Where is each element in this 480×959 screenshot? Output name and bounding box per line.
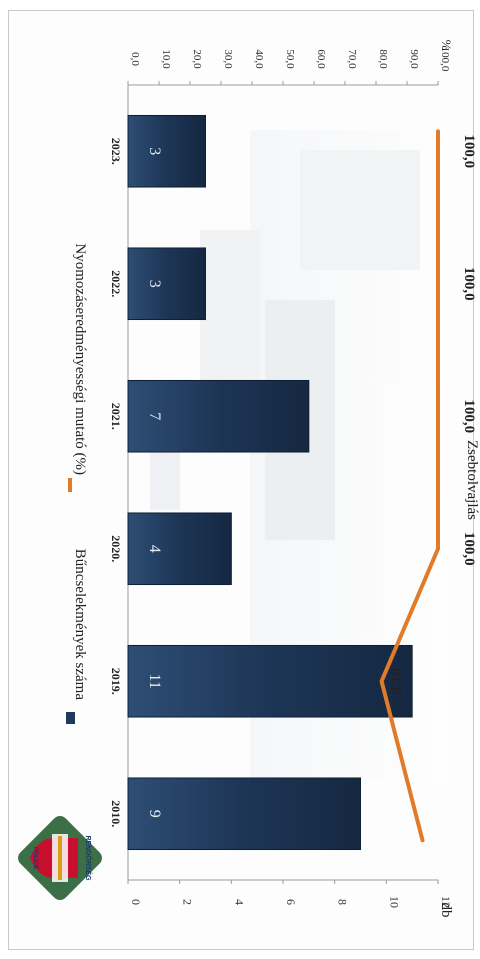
bar-value-label: 3 (146, 147, 163, 155)
right-axis-tick-label: 90,0 (408, 49, 420, 69)
bar-value-label: 7 (146, 412, 163, 420)
line-value-label: 100,0 (461, 134, 477, 168)
legend-label-bars: Bűncselekmények száma (72, 549, 88, 701)
right-axis-tick-label: 60,0 (315, 49, 327, 69)
right-axis-tick-label: 20,0 (191, 49, 203, 69)
bar (127, 777, 361, 851)
legend-label-line: Nyomozáseredményességi mutató (%) (72, 243, 88, 475)
legend-swatch-bars (66, 712, 75, 724)
bar (127, 644, 413, 718)
left-axis-tick-label: 0 (129, 899, 143, 905)
bars: 9 11 4 7 3 3 (127, 114, 413, 851)
bar-value-label: 9 (146, 810, 163, 818)
right-axis-tick-label: 40,0 (253, 49, 265, 69)
right-axis-tick-label: 0,0 (129, 52, 141, 66)
category-label: 2021. (109, 403, 123, 430)
right-axis-tick-label: 70,0 (346, 49, 358, 69)
left-axis-label: db (438, 903, 454, 918)
right-axis-tick-label: 30,0 (222, 49, 234, 69)
category-label: 2023. (109, 138, 123, 165)
legend: Bűncselekmények száma Nyomozáseredményes… (66, 243, 88, 724)
police-logo: RENDŐRSÉG POLICE (18, 816, 102, 900)
right-axis-tick-label: 100,0 (439, 47, 451, 72)
logo-bottom-text: POLICE (32, 847, 38, 869)
left-axis-tick-label: 10 (387, 896, 401, 908)
line-value-label: 100,0 (461, 399, 477, 433)
right-axis-tick-label: 10,0 (160, 49, 172, 69)
bar (127, 379, 310, 453)
left-axis-tick-label: 8 (336, 899, 350, 905)
bar (127, 247, 206, 321)
bar-value-label: 4 (146, 545, 163, 553)
category-label: 2019. (109, 668, 123, 695)
line-value-label: 100,0 (461, 267, 477, 301)
line-series (379, 129, 440, 843)
line-value-label: 100,0 (461, 532, 477, 566)
line-value-label: 81,8 (388, 668, 404, 694)
category-label: 2020. (109, 535, 123, 562)
right-axis-tick-label: 80,0 (377, 49, 389, 69)
logo-top-text: RENDŐRSÉG (84, 835, 93, 881)
category-label: 2022. (109, 270, 123, 297)
category-label: 2010. (109, 800, 123, 827)
chart-title: Zsebtolvajlás (464, 440, 480, 520)
line-path (379, 129, 440, 843)
left-axis-tick-label: 12 (439, 896, 453, 908)
left-axis-tick-label: 6 (284, 899, 298, 905)
data-labels: 81,8 100,0 100,0 100,0 100,0 (388, 134, 477, 694)
right-axis-tick-label: 50,0 (284, 49, 296, 69)
bar-value-label: 11 (146, 674, 163, 689)
bar (127, 114, 206, 188)
right-axis-label: % (439, 40, 454, 51)
bar-value-label: 3 (146, 280, 163, 288)
bar (127, 512, 232, 586)
left-axis-tick-label: 2 (181, 899, 195, 905)
left-axis-tick-label: 4 (232, 899, 246, 905)
